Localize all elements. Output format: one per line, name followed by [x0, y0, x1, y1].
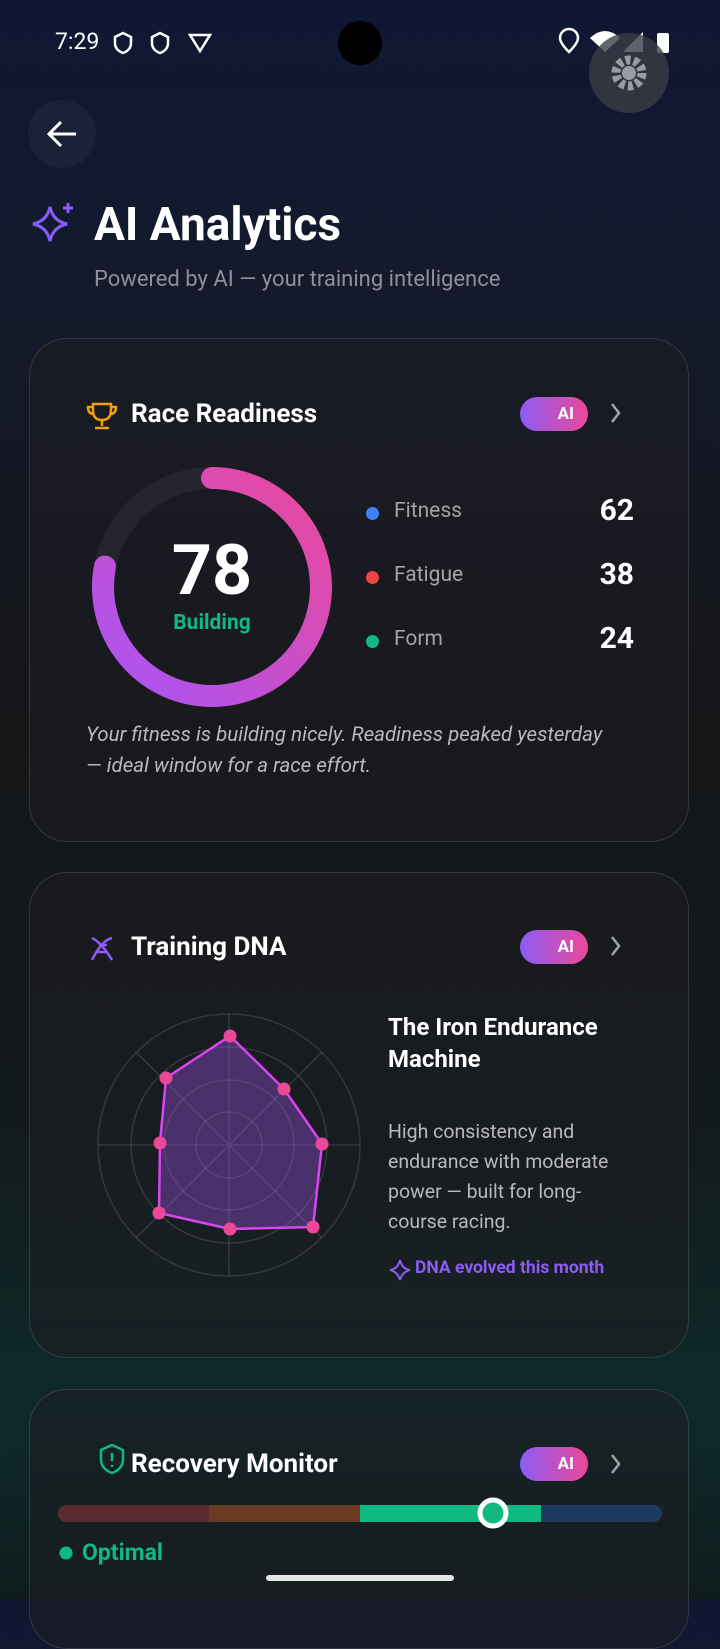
metric-dot	[366, 571, 379, 584]
clock: 7:29	[55, 28, 100, 55]
page-title: AI Analytics	[94, 198, 342, 252]
metric-dot	[366, 507, 379, 520]
ai-badge[interactable]: AI	[520, 397, 588, 431]
dna-icon	[90, 936, 114, 961]
chevron[interactable]	[611, 403, 621, 423]
sparkle-icon-plus	[63, 203, 73, 213]
shield-icon	[99, 1443, 125, 1475]
chevron[interactable]	[611, 1454, 621, 1474]
status-icons	[113, 27, 580, 55]
metric-value: 62	[599, 493, 634, 528]
metric-value: 24	[599, 621, 634, 656]
metric-dot	[366, 635, 379, 648]
metric-label: Form	[394, 627, 443, 651]
readiness-status: Building	[173, 611, 251, 635]
note-icon	[389, 1259, 411, 1281]
recovery-marker	[477, 1497, 509, 1529]
status-dot	[59, 1546, 73, 1560]
settings-icon	[611, 55, 647, 91]
gauge-arc	[92, 467, 332, 707]
metric-value: 38	[599, 557, 634, 592]
back-icon	[46, 120, 76, 148]
sparkle-icon	[32, 206, 68, 242]
metric-label: Fatigue	[394, 563, 464, 587]
dna-description: High consistency and endurance with mode…	[388, 1120, 609, 1233]
card-title: Training DNA	[131, 932, 287, 962]
readiness-summary: Your fitness is building nicely. Readine…	[86, 723, 603, 778]
card-title: Recovery Monitor	[131, 1449, 338, 1479]
radar-shape	[157, 1034, 324, 1231]
dna-note: DNA evolved this month	[415, 1258, 605, 1278]
radar-points	[152, 1029, 329, 1236]
camera	[338, 21, 382, 65]
ai-badge[interactable]: AI	[520, 1447, 588, 1481]
metric-label: Fitness	[394, 499, 462, 523]
recovery-status: Optimal	[82, 1539, 163, 1566]
home-indicator	[266, 1575, 454, 1581]
chevron[interactable]	[611, 936, 621, 956]
ai-badge[interactable]: AI	[520, 930, 588, 964]
graphics	[32, 21, 669, 1581]
readiness-score: 78	[171, 530, 253, 612]
dna-profile-title: The Iron Endurance Machine	[388, 1013, 598, 1073]
card-title: Race Readiness	[131, 399, 318, 429]
page-subtitle: Powered by AI — your training intelligen…	[94, 267, 501, 292]
recovery-bar	[58, 1505, 662, 1522]
trophy-icon	[86, 402, 118, 430]
settings-icon-core	[622, 66, 636, 80]
